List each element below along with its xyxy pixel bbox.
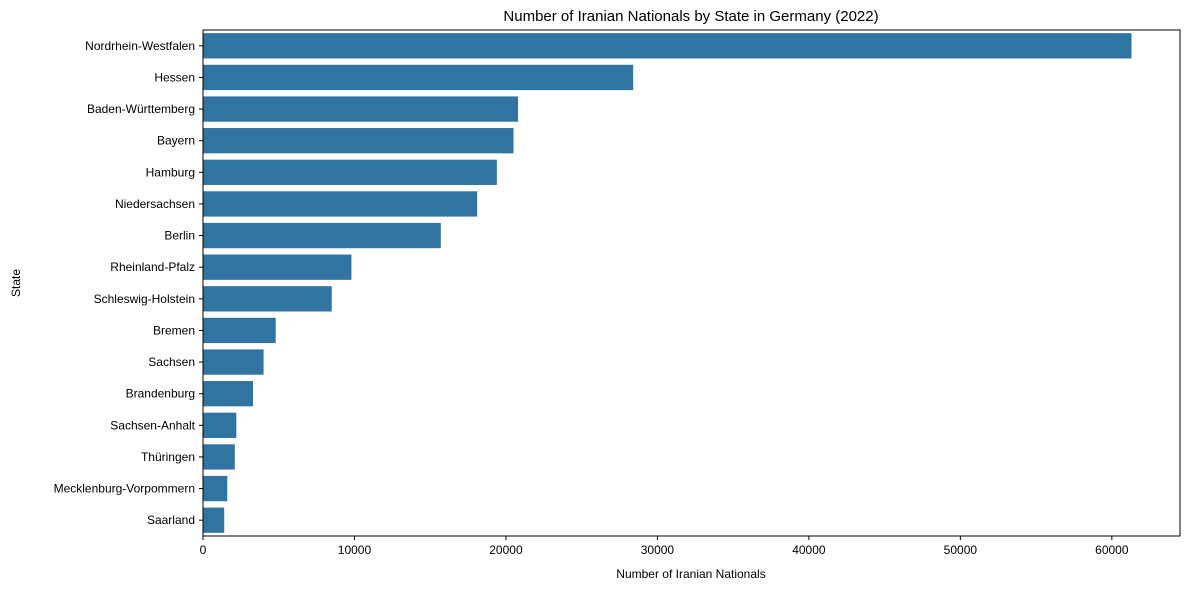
- bar: [203, 254, 352, 280]
- y-tick-label: Schleswig-Holstein: [94, 292, 195, 306]
- bar: [203, 33, 1132, 59]
- x-tick-label: 60000: [1095, 543, 1129, 557]
- bar: [203, 64, 634, 91]
- bars-group: [203, 33, 1132, 533]
- y-tick-label: Bayern: [157, 134, 195, 148]
- bar: [203, 96, 519, 122]
- bar: [203, 222, 441, 249]
- plot-frame: [202, 29, 1181, 537]
- y-tick-label: Hessen: [154, 70, 195, 84]
- x-tick-label: 30000: [641, 543, 675, 557]
- bar: [203, 128, 514, 154]
- y-tick-label: Brandenburg: [126, 387, 195, 401]
- y-tick-label: Mecklenburg-Vorpommern: [54, 482, 195, 496]
- y-tick-label: Berlin: [164, 229, 195, 243]
- bar: [203, 349, 264, 375]
- bar: [203, 191, 478, 217]
- bar: [203, 444, 235, 470]
- x-axis-ticks: 0 10000 20000 30000 40000 50000 60000: [200, 536, 1129, 557]
- x-tick-label: 20000: [489, 543, 523, 557]
- x-tick-label: 50000: [944, 543, 978, 557]
- y-axis-label: State: [9, 269, 23, 297]
- chart-title: Number of Iranian Nationals by State in …: [503, 8, 878, 25]
- bar: [203, 381, 253, 407]
- bar: [203, 412, 237, 438]
- x-axis-label: Number of Iranian Nationals: [616, 567, 765, 581]
- y-tick-label: Hamburg: [146, 165, 195, 179]
- y-tick-label: Thüringen: [141, 450, 195, 464]
- y-tick-label: Sachsen: [148, 355, 195, 369]
- x-tick-label: 0: [200, 543, 207, 557]
- y-tick-label: Baden-Württemberg: [87, 102, 195, 116]
- bar: [203, 475, 228, 502]
- y-tick-label: Sachsen-Anhalt: [110, 418, 195, 432]
- bar: [203, 507, 225, 533]
- y-tick-label: Rheinland-Pfalz: [110, 260, 195, 274]
- y-tick-label: Bremen: [153, 323, 195, 337]
- y-tick-label: Nordrhein-Westfalen: [85, 39, 195, 53]
- category-labels: Nordrhein-Westfalen Hessen Baden-Württembe…: [54, 39, 203, 527]
- bar: [203, 159, 497, 185]
- bar: [203, 317, 276, 344]
- x-tick-label: 40000: [792, 543, 826, 557]
- y-tick-label: Niedersachsen: [115, 197, 195, 211]
- x-tick-label: 10000: [338, 543, 372, 557]
- y-tick-label: Saarland: [147, 513, 195, 527]
- bar: [203, 286, 332, 312]
